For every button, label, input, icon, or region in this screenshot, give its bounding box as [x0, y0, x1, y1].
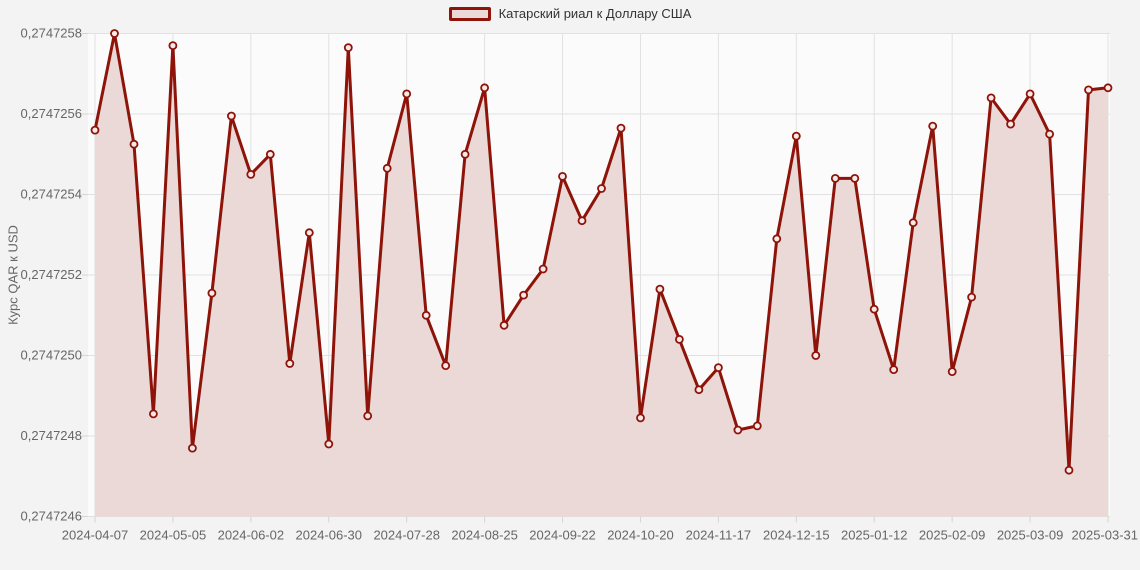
data-point-marker[interactable]: [246, 169, 256, 179]
data-point-marker[interactable]: [928, 121, 938, 131]
data-point-marker[interactable]: [304, 228, 314, 238]
data-point-marker[interactable]: [148, 409, 158, 419]
data-point-marker[interactable]: [889, 365, 899, 375]
data-point-marker[interactable]: [285, 359, 295, 368]
data-point-marker[interactable]: [382, 163, 392, 173]
y-tick-label: 0,2747252: [21, 267, 82, 282]
data-point-marker[interactable]: [616, 123, 626, 133]
x-tick-label: 2024-08-25: [451, 528, 518, 543]
data-point-marker[interactable]: [791, 131, 801, 141]
data-point-marker[interactable]: [129, 139, 139, 149]
legend-series-label: Катарский риал к Доллару США: [498, 6, 692, 21]
y-tick-label: 0,2747250: [21, 348, 82, 363]
x-tick-label: 2024-07-28: [373, 528, 440, 543]
data-point-marker[interactable]: [1045, 129, 1054, 139]
data-point-marker[interactable]: [1006, 119, 1015, 129]
data-point-marker[interactable]: [1025, 89, 1035, 99]
data-point-marker[interactable]: [363, 411, 373, 421]
data-point-marker[interactable]: [558, 171, 567, 181]
x-tick-label: 2025-03-09: [997, 528, 1064, 543]
data-point-marker[interactable]: [265, 149, 275, 159]
series-area-fill: [95, 33, 1108, 517]
x-tick-label: 2024-11-17: [686, 528, 752, 543]
data-point-marker[interactable]: [714, 363, 723, 373]
data-point-marker[interactable]: [636, 413, 645, 423]
data-point-marker[interactable]: [597, 184, 606, 193]
y-tick-label: 0,2747246: [21, 509, 82, 524]
data-point-marker[interactable]: [752, 421, 762, 431]
data-point-marker[interactable]: [441, 361, 451, 371]
data-point-marker[interactable]: [519, 290, 528, 300]
data-point-marker[interactable]: [187, 443, 197, 453]
x-tick-label: 2025-01-12: [841, 528, 908, 543]
data-point-marker[interactable]: [733, 425, 743, 435]
data-point-marker[interactable]: [675, 334, 684, 344]
data-point-marker[interactable]: [1064, 465, 1074, 475]
data-point-marker[interactable]: [850, 173, 860, 183]
data-point-marker[interactable]: [499, 320, 509, 330]
data-point-marker[interactable]: [343, 43, 353, 52]
data-point-marker[interactable]: [986, 93, 996, 103]
x-tick-label: 2024-06-30: [296, 528, 363, 543]
data-point-marker[interactable]: [324, 439, 334, 449]
data-point-marker[interactable]: [207, 288, 217, 298]
x-tick-label: 2025-03-31: [1072, 528, 1139, 543]
data-point-marker[interactable]: [226, 111, 236, 121]
data-point-marker[interactable]: [772, 234, 782, 244]
x-tick-label: 2024-04-07: [62, 528, 129, 543]
data-point-marker[interactable]: [402, 89, 412, 99]
data-point-marker[interactable]: [538, 264, 548, 274]
data-point-marker[interactable]: [90, 125, 100, 135]
x-tick-label: 2024-05-05: [140, 528, 207, 543]
data-point-marker[interactable]: [694, 385, 704, 395]
legend-series-swatch-icon: [448, 6, 491, 21]
x-tick-label: 2024-12-15: [763, 528, 830, 543]
x-tick-label: 2024-06-02: [218, 528, 285, 543]
data-point-marker[interactable]: [947, 367, 957, 377]
data-point-marker[interactable]: [869, 304, 879, 314]
data-point-marker[interactable]: [421, 310, 431, 320]
data-point-marker[interactable]: [577, 216, 587, 226]
x-tick-label: 2024-09-22: [529, 528, 596, 543]
y-axis-title: Курс QAR к USD: [5, 225, 21, 325]
y-tick-label: 0,2747248: [21, 428, 82, 443]
data-point-marker[interactable]: [830, 173, 840, 183]
data-point-marker[interactable]: [967, 292, 976, 302]
data-point-marker[interactable]: [908, 218, 918, 228]
data-point-marker[interactable]: [168, 41, 178, 50]
x-tick-label: 2024-10-20: [607, 528, 674, 543]
data-point-marker[interactable]: [1103, 83, 1113, 93]
data-point-marker[interactable]: [655, 284, 665, 294]
legend-item-qar-usd[interactable]: Катарский риал к Доллару США: [0, 6, 1140, 21]
y-tick-label: 0,2747254: [21, 187, 82, 202]
data-point-marker[interactable]: [110, 29, 119, 38]
data-point-marker[interactable]: [811, 351, 821, 360]
x-tick-label: 2025-02-09: [919, 528, 986, 543]
data-point-marker[interactable]: [460, 149, 470, 159]
y-tick-label: 0,2747258: [21, 26, 82, 41]
data-point-marker[interactable]: [1084, 85, 1093, 95]
data-point-marker[interactable]: [480, 83, 490, 93]
y-tick-label: 0,2747256: [21, 106, 82, 121]
